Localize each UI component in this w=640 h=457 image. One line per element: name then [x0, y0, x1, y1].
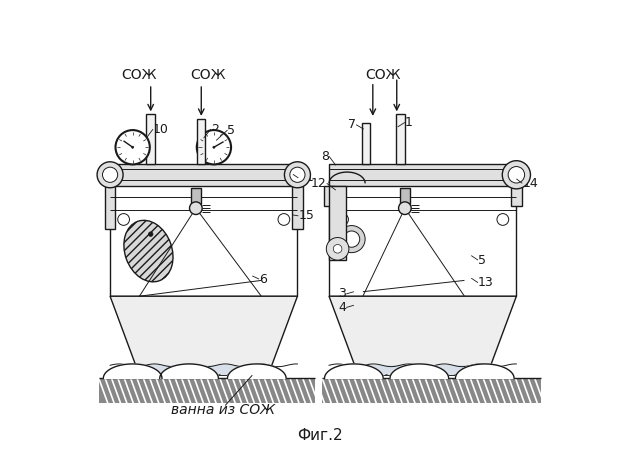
Circle shape [148, 232, 153, 236]
Text: 10: 10 [153, 122, 169, 136]
Bar [105, 186, 115, 228]
Text: 9: 9 [97, 168, 104, 181]
Bar [329, 183, 516, 296]
Circle shape [502, 161, 531, 189]
Bar [110, 183, 298, 296]
Circle shape [115, 130, 150, 165]
Text: 14: 14 [522, 177, 538, 190]
Text: СОЖ: СОЖ [122, 68, 157, 82]
Bar [329, 164, 516, 186]
Circle shape [97, 162, 123, 188]
Bar [191, 188, 201, 204]
Text: 11: 11 [298, 171, 314, 185]
Text: 8: 8 [321, 150, 329, 163]
Circle shape [118, 213, 129, 225]
Bar [146, 114, 156, 164]
Polygon shape [204, 129, 214, 164]
Circle shape [337, 213, 348, 225]
Bar [332, 183, 365, 269]
Circle shape [344, 231, 360, 247]
Polygon shape [390, 364, 449, 378]
Text: 6: 6 [259, 272, 267, 286]
Text: Фиг.2: Фиг.2 [297, 428, 343, 443]
Circle shape [213, 146, 215, 148]
Bar [396, 114, 405, 164]
Circle shape [326, 238, 349, 260]
Circle shape [333, 244, 342, 253]
Text: 3: 3 [339, 287, 346, 300]
Text: 1: 1 [405, 116, 413, 129]
Bar [362, 123, 370, 164]
Text: СОЖ: СОЖ [191, 68, 227, 82]
Circle shape [338, 226, 365, 253]
Polygon shape [324, 364, 383, 378]
Circle shape [132, 146, 134, 148]
Bar [400, 188, 410, 204]
Bar [324, 186, 335, 206]
Bar [358, 365, 487, 375]
Bar [292, 186, 303, 228]
Polygon shape [103, 364, 162, 378]
Text: 2: 2 [211, 122, 219, 136]
Circle shape [290, 167, 305, 182]
Polygon shape [456, 364, 514, 378]
Circle shape [508, 166, 525, 183]
Text: СОЖ: СОЖ [365, 68, 401, 82]
Bar [197, 119, 205, 164]
Circle shape [196, 130, 231, 165]
Polygon shape [323, 378, 541, 403]
Bar [329, 186, 346, 260]
Text: 15: 15 [298, 209, 314, 223]
Polygon shape [110, 296, 298, 375]
Circle shape [278, 213, 290, 225]
Circle shape [497, 213, 509, 225]
Polygon shape [160, 364, 218, 378]
Bar [110, 164, 298, 186]
Text: 5: 5 [478, 254, 486, 266]
Ellipse shape [124, 220, 173, 282]
Polygon shape [99, 378, 316, 403]
Circle shape [399, 202, 411, 214]
Text: 5: 5 [227, 123, 236, 137]
Bar [140, 365, 268, 375]
Text: 4: 4 [339, 301, 346, 314]
Text: 13: 13 [478, 276, 493, 289]
Polygon shape [329, 296, 516, 375]
Circle shape [189, 202, 202, 214]
Circle shape [102, 167, 118, 182]
Circle shape [284, 162, 310, 188]
Text: ванна из СОЖ: ванна из СОЖ [171, 403, 275, 417]
Text: 7: 7 [348, 118, 356, 131]
Polygon shape [227, 364, 286, 378]
Text: 12: 12 [311, 177, 327, 190]
Bar [511, 186, 522, 206]
